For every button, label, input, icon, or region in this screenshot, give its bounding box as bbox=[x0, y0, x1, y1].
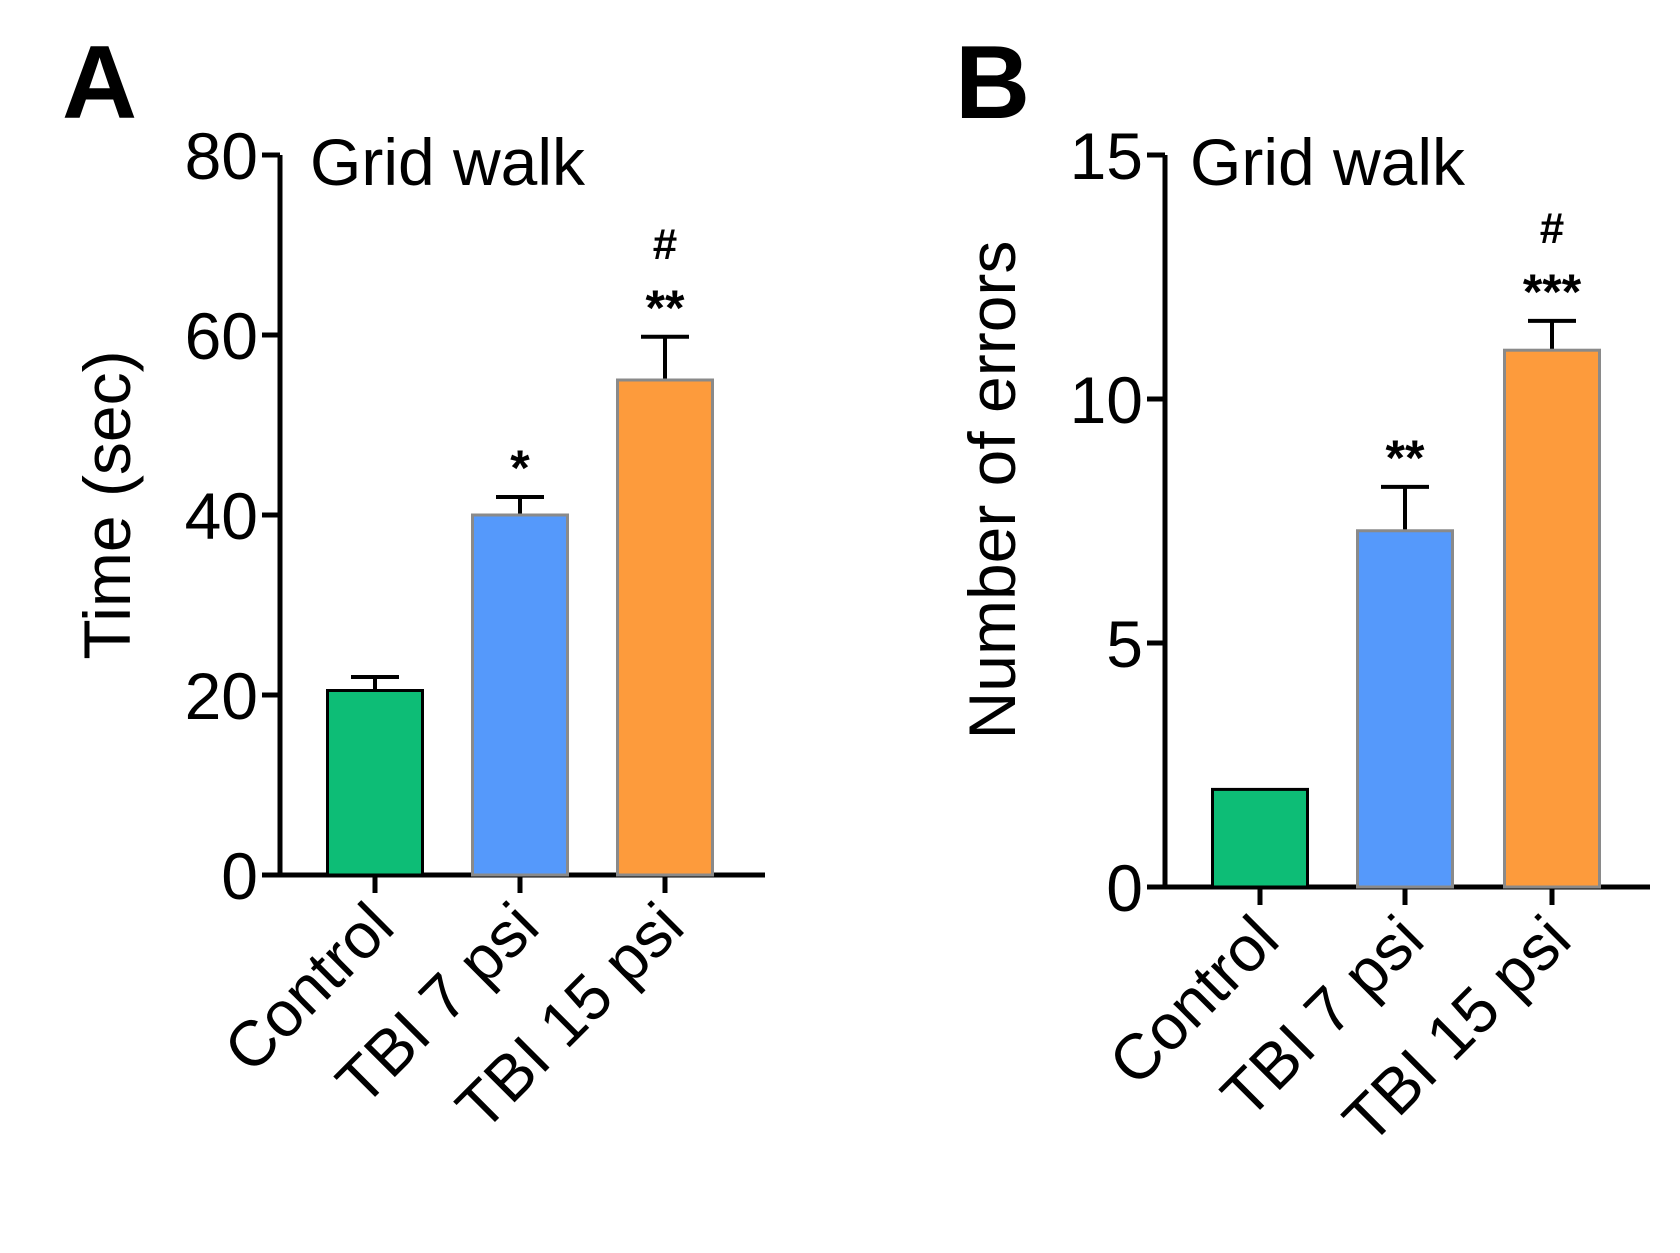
panel-a-hash-label: # bbox=[653, 220, 677, 269]
panel-a-y-tick-label: 40 bbox=[185, 479, 258, 553]
panel-a-significance-label: ** bbox=[646, 280, 685, 336]
panel-b-y-tick-label: 10 bbox=[1070, 363, 1143, 437]
panel-b-hash-label: # bbox=[1540, 204, 1564, 253]
panel-b-title: Grid walk bbox=[1190, 125, 1466, 199]
panel-a-bar bbox=[471, 513, 569, 877]
panel-letter-b: B bbox=[955, 25, 1030, 141]
panel-a: A Grid walk Time (sec) 020406080Control*… bbox=[62, 25, 765, 1144]
panel-a-y-tick-label: 80 bbox=[185, 119, 258, 193]
panel-a-title: Grid walk bbox=[310, 125, 586, 199]
panel-b-significance-label: ** bbox=[1386, 430, 1425, 486]
panel-a-bar bbox=[616, 378, 714, 877]
panel-b-bar bbox=[1211, 787, 1309, 889]
panel-b-bar bbox=[1356, 529, 1454, 889]
panel-a-y-tick-label: 0 bbox=[221, 839, 258, 913]
panel-b-y-tick-label: 15 bbox=[1070, 119, 1143, 193]
panel-a-y-axis-label: Time (sec) bbox=[70, 350, 144, 659]
panel-b-y-axis-label: Number of errors bbox=[955, 241, 1029, 740]
panel-letter-a: A bbox=[62, 25, 137, 141]
panel-a-significance-label: * bbox=[510, 440, 530, 496]
panel-b-bar bbox=[1503, 348, 1601, 889]
panel-a-bar bbox=[326, 689, 424, 877]
panel-b-y-tick-label: 5 bbox=[1106, 607, 1143, 681]
panel-a-y-tick-label: 20 bbox=[185, 659, 258, 733]
panel-a-y-tick-label: 60 bbox=[185, 299, 258, 373]
panel-b-y-tick-label: 0 bbox=[1106, 851, 1143, 925]
panel-b-significance-label: *** bbox=[1523, 264, 1582, 320]
panel-b: B Grid walk Number of errors 051015Contr… bbox=[955, 25, 1650, 1157]
